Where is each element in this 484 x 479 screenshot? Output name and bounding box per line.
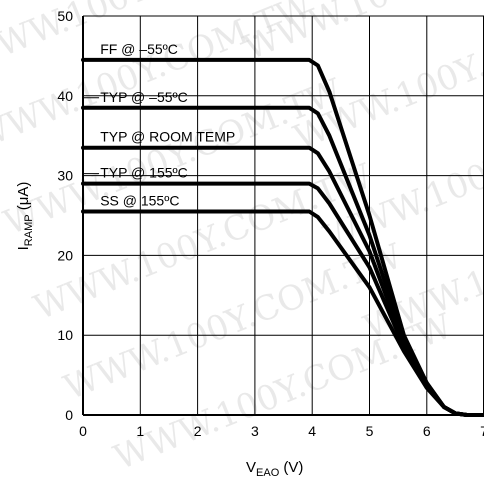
x-tick-label: 4 — [308, 423, 316, 439]
series-labels: FF @ –55ºC TYP @ –55ºC TYP @ ROOM TEMP TYP … — [83, 41, 235, 209]
x-tick-label: 6 — [423, 423, 431, 439]
series-line — [81, 209, 484, 417]
y-tick-label: 30 — [57, 168, 73, 184]
x-tick-label: 1 — [136, 423, 144, 439]
x-tick-label: 2 — [194, 423, 202, 439]
series-label: TYP @ 155ºC — [100, 165, 188, 181]
x-tick-label: 5 — [366, 423, 374, 439]
x-tick-label: 0 — [79, 423, 87, 439]
series-curves — [81, 57, 484, 417]
series-label: TYP @ ROOM TEMP — [100, 129, 235, 145]
y-tick-label: 40 — [57, 88, 73, 104]
x-axis-title: VEAO (V) — [246, 459, 303, 479]
x-tick-label: 3 — [251, 423, 259, 439]
series-label: SS @ 155ºC — [100, 193, 179, 209]
y-axis-title: IRAMP (μA) — [15, 182, 35, 251]
y-tick-label: 20 — [57, 247, 73, 263]
series-label: TYP @ –55ºC — [100, 89, 188, 105]
y-tick-label: 10 — [57, 327, 73, 343]
y-tick-label: 0 — [65, 407, 73, 423]
series-label: FF @ –55ºC — [100, 41, 178, 57]
x-tick-label: 7 — [480, 423, 484, 439]
tick-labels: 0 1 2 3 4 5 6 7 0 10 20 30 40 50 — [57, 8, 484, 439]
y-tick-label: 50 — [57, 8, 73, 24]
